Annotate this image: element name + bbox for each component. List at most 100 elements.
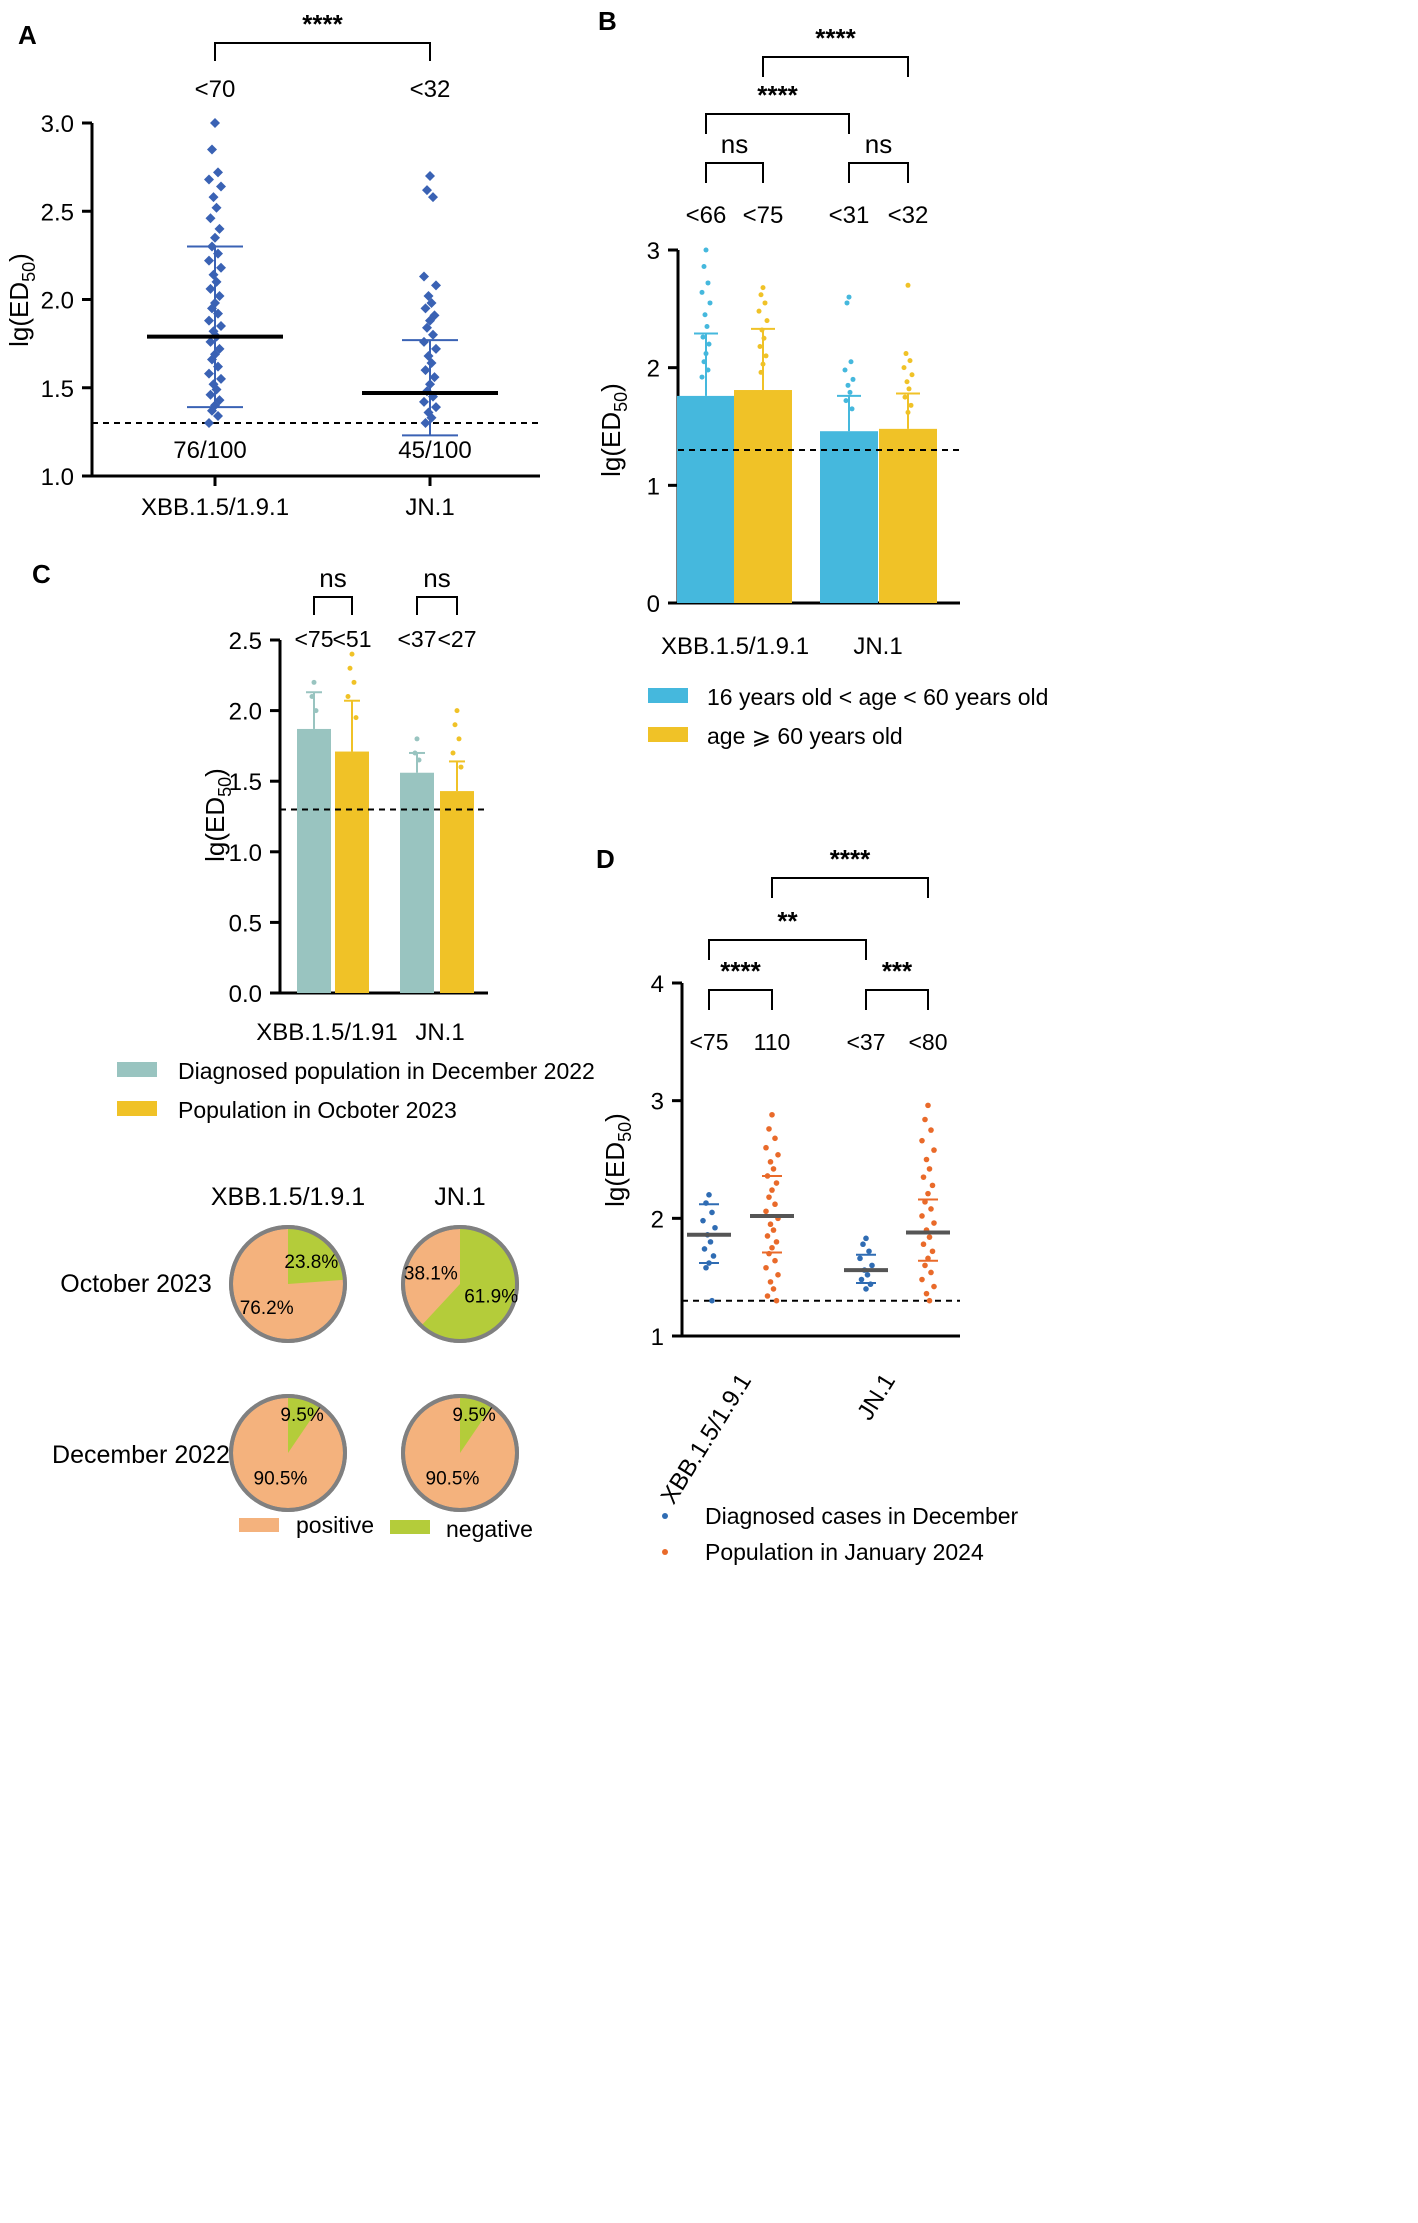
data-point (931, 1220, 937, 1226)
legend-label: Population in Ocboter 2023 (178, 1097, 457, 1123)
data-point (213, 410, 223, 421)
data-point (763, 1144, 769, 1151)
legend-swatch (390, 1520, 430, 1534)
data-point (419, 396, 429, 407)
legend-label: 16 years old < age < 60 years old (707, 684, 1048, 710)
data-point (205, 389, 216, 400)
data-point (905, 282, 911, 288)
x-tick-label: XBB.1.5/1.9.1 (141, 494, 289, 521)
data-point (204, 255, 214, 266)
panel-a: A 1.0 1.5 2.0 2.5 3.0 lg(ED50) <70 76/100 XBB.1.5… (4, 20, 540, 521)
data-point (706, 1192, 712, 1198)
significance-bracket: ns (705, 129, 764, 183)
significance-label: ns (721, 129, 748, 159)
data-point (758, 369, 764, 375)
data-point (452, 722, 458, 728)
data-point (704, 323, 710, 329)
legend-swatch (648, 688, 688, 703)
data-point (760, 285, 766, 291)
pie-label-negative: 9.5% (452, 1405, 495, 1426)
y-axis-title-base: lg(ED (4, 282, 34, 347)
panel-label-a: A (18, 20, 37, 50)
bracket-line (313, 596, 353, 615)
x-tick-label: XBB.1.5/1.9.1 (661, 633, 809, 660)
y-tick-label: 4 (651, 971, 664, 998)
data-point (707, 1239, 714, 1245)
bar (879, 428, 937, 603)
data-point (926, 1234, 933, 1240)
y-tick-label: 2 (651, 1206, 664, 1233)
data-point (703, 247, 709, 253)
data-point (710, 1253, 717, 1259)
data-point (454, 708, 460, 714)
data-point (419, 271, 429, 282)
y-axis-title: lg(ED50) (596, 383, 631, 477)
data-point (769, 1244, 775, 1251)
data-point (423, 290, 434, 301)
significance-bracket: **** (762, 23, 909, 77)
y-axis-title-close: ) (4, 253, 34, 262)
x-tick-label: XBB.1.5/1.91 (256, 1019, 397, 1046)
legend-swatch (239, 1518, 279, 1532)
data-point (929, 1182, 936, 1189)
data-point (701, 359, 707, 365)
data-point (214, 290, 225, 301)
data-point (414, 736, 420, 742)
data-point (428, 192, 438, 203)
data-point (204, 368, 214, 379)
y-axis-title: lg(ED50) (200, 768, 235, 862)
bracket-line (705, 162, 764, 183)
data-point (760, 361, 766, 367)
significance-label: **** (302, 9, 343, 39)
data-point (766, 1194, 772, 1200)
data-point (775, 1272, 781, 1278)
x-tick-label-group: JN.1 (852, 1369, 901, 1425)
significance-bracket: ns (313, 563, 353, 615)
data-point (705, 280, 711, 286)
x-tick-label: JN.1 (405, 494, 454, 521)
legend-label: age ⩾ 60 years old (707, 723, 903, 749)
data-point (426, 298, 437, 309)
group-top-label: <27 (437, 626, 476, 652)
y-axis-title-text: lg(ED50) (4, 253, 39, 347)
data-point (699, 374, 705, 380)
data-point (349, 651, 355, 657)
pie-border (401, 1225, 519, 1343)
x-tick-label: JN.1 (415, 1019, 464, 1046)
legend-swatch (662, 1549, 668, 1555)
data-point (204, 418, 214, 429)
data-point (929, 1248, 936, 1255)
data-point (847, 389, 853, 395)
legend-label: Diagnosed cases in December (705, 1503, 1019, 1529)
data-point (428, 329, 438, 340)
data-point (928, 1206, 934, 1212)
significance-label: *** (882, 956, 913, 986)
data-point (207, 144, 217, 155)
legend-swatch (117, 1101, 157, 1116)
significance-label: ns (319, 563, 346, 593)
data-point (769, 1111, 775, 1118)
data-point (931, 1283, 937, 1290)
group-top-label: <66 (686, 202, 727, 229)
data-point (709, 1297, 715, 1304)
data-point (347, 665, 353, 671)
data-point (762, 300, 768, 306)
group-top-label: <32 (410, 76, 451, 103)
y-tick-label: 2.0 (41, 288, 74, 315)
data-point (702, 312, 708, 318)
pie-slice-negative (288, 1396, 321, 1453)
data-point (843, 398, 849, 404)
data-point (922, 1116, 928, 1123)
data-point (205, 336, 216, 347)
data-point (205, 213, 216, 224)
bar (820, 431, 878, 603)
data-point (931, 1147, 937, 1153)
bracket-line (848, 162, 909, 183)
data-point (773, 1297, 780, 1304)
y-tick-label: 3 (647, 238, 660, 265)
pie-slice-negative (460, 1396, 493, 1453)
data-point (845, 382, 851, 388)
bar (677, 395, 735, 603)
data-point (764, 1293, 771, 1299)
